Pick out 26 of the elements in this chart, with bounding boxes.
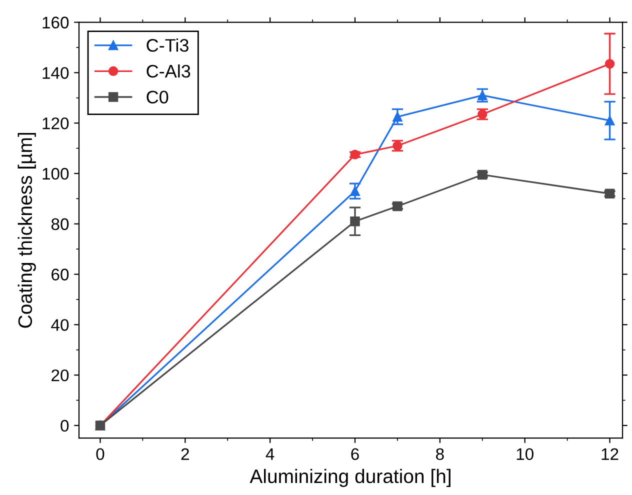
x-tick-label: 4 [266,448,274,460]
y-tick-label: 80 [51,218,69,230]
point [350,216,360,226]
x-tick-label: 2 [181,448,189,460]
y-tick-label: 160 [42,16,69,28]
x-tick-label: 10 [516,448,534,460]
x-tick-label: 6 [351,448,359,460]
x-tick-label: 12 [602,448,618,460]
y-tick-label: 100 [42,168,69,180]
legend-label: C0 [146,90,168,104]
point [604,116,615,126]
y-tick-label: 120 [42,117,69,130]
point [392,112,402,122]
y-tick-label: 40 [51,319,69,331]
x-axis-title: Aluminizing duration [h] [250,468,450,488]
y-tick-label: 0 [60,420,69,432]
legend-label: C-Al3 [146,64,190,78]
point [350,186,360,196]
x-tick-label: 0 [96,448,104,460]
point [604,58,615,69]
y-tick-label: 20 [52,369,69,382]
x-tick-label: 8 [436,448,444,460]
legend-label: C-Ti3 [146,38,188,52]
y-tick-label: 60 [52,268,69,280]
y-tick-label: 140 [42,67,69,79]
y-axis-title: Coating thickness [µm] [18,133,36,328]
